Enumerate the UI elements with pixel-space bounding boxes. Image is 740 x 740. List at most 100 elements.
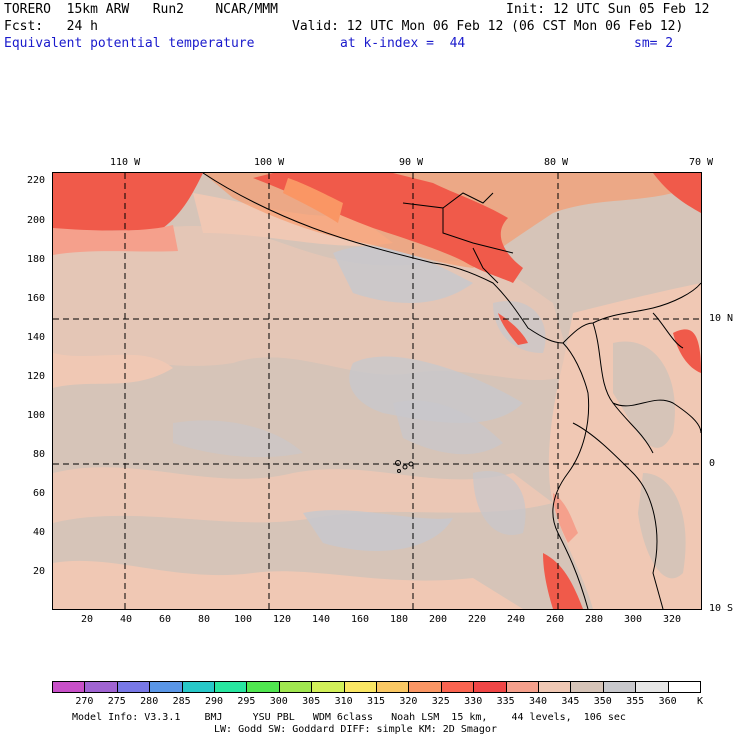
- field-patch: [393, 400, 503, 455]
- colorbar-label: 340: [528, 696, 548, 707]
- level-info: at k-index = 44: [340, 36, 466, 51]
- y-tick: 140: [26, 332, 45, 343]
- y-tick: 160: [26, 293, 45, 304]
- border: [442, 192, 494, 209]
- colorbar-label: 315: [366, 696, 386, 707]
- lon-label: 90 W: [399, 157, 424, 168]
- colorbar-label: 310: [334, 696, 353, 707]
- x-tick: 240: [507, 614, 526, 625]
- colorbar-swatch: [343, 681, 377, 693]
- galapagos-island: [397, 469, 401, 473]
- smoothing-info: sm= 2: [634, 36, 674, 51]
- colorbar-label: 285: [172, 696, 191, 707]
- y-tick: 40: [32, 527, 45, 538]
- colorbar-swatch: [278, 681, 313, 693]
- x-tick: 120: [273, 614, 292, 625]
- field-patch: [333, 246, 473, 303]
- colorbar-label: 345: [561, 696, 580, 707]
- x-tick: 220: [468, 614, 487, 625]
- colorbar-swatch: [214, 681, 248, 693]
- field-patch: [493, 301, 546, 353]
- field-patch: [53, 353, 173, 388]
- lon-label: 110 W: [110, 157, 141, 168]
- field-high: [673, 329, 701, 373]
- colorbar-swatch: [570, 681, 604, 693]
- y-tick: 180: [26, 254, 45, 265]
- coastline: [552, 342, 590, 609]
- colorbar-swatch: [408, 681, 442, 693]
- y-tick: 60: [32, 488, 45, 499]
- colorbar-swatch: [116, 681, 151, 693]
- colorbar-swatch: [181, 681, 215, 693]
- x-tick: 20: [81, 614, 94, 625]
- field-patch: [303, 510, 453, 551]
- colorbar-label: 295: [237, 696, 256, 707]
- field-patch: [53, 467, 553, 523]
- colorbar-label: 300: [269, 696, 288, 707]
- colorbar-label: 330: [464, 696, 483, 707]
- x-tick: 200: [429, 614, 448, 625]
- field-high: [653, 173, 701, 213]
- y-tick: 220: [26, 175, 45, 186]
- lon-label: 100 W: [254, 157, 285, 168]
- init-time: Init: 12 UTC Sun 05 Feb 12: [506, 2, 710, 17]
- colorbar-swatch: [52, 681, 86, 693]
- lon-label: 80 W: [544, 157, 569, 168]
- graticule: [53, 173, 701, 609]
- colorbar-label: 360: [658, 696, 677, 707]
- lat-label: 0: [709, 458, 716, 469]
- border: [472, 247, 499, 284]
- colorbar-label: 280: [140, 696, 159, 707]
- lon-label: 70 W: [689, 157, 714, 168]
- colorbar-swatch: [602, 681, 637, 693]
- field-patch: [473, 471, 526, 535]
- colorbar-label: 320: [399, 696, 418, 707]
- model-title: TORERO 15km ARW Run2 NCAR/MMM: [4, 2, 278, 17]
- model-info: Model Info: V3.3.1 BMJ YSU PBL WDM 6clas…: [72, 712, 626, 723]
- colorbar-label: 275: [107, 696, 126, 707]
- colorbar-unit: K: [697, 696, 704, 707]
- colorbar-swatch: [538, 681, 572, 693]
- x-tick: 260: [546, 614, 565, 625]
- colorbar-label: 350: [593, 696, 612, 707]
- y-tick: 200: [26, 215, 45, 226]
- coastline: [202, 173, 701, 344]
- field-high: [53, 225, 178, 255]
- lat-label: 10 S: [709, 603, 734, 614]
- colorbar-swatch: [311, 681, 345, 693]
- physics-info: LW: Godd SW: Goddard DIFF: simple KM: 2D…: [214, 724, 497, 735]
- x-tick: 40: [120, 614, 133, 625]
- x-tick: 140: [312, 614, 331, 625]
- colorbar-label: 325: [431, 696, 450, 707]
- map-panel: [52, 172, 702, 610]
- x-tick: 320: [663, 614, 682, 625]
- y-tick: 100: [26, 410, 45, 421]
- colorbar-swatch: [149, 681, 183, 693]
- field-patch: [173, 420, 303, 458]
- field-high: [553, 493, 578, 543]
- colorbar-swatch: [376, 681, 410, 693]
- colorbar-label: 270: [75, 696, 94, 707]
- field-name: Equivalent potential temperature: [4, 36, 255, 51]
- x-tick: 300: [624, 614, 643, 625]
- galapagos-island: [402, 464, 408, 470]
- colorbar-label: 305: [302, 696, 321, 707]
- field-patch: [53, 560, 523, 609]
- field-high: [498, 313, 528, 345]
- colorbar-label: 290: [204, 696, 224, 707]
- field-patch: [349, 356, 523, 423]
- x-tick: 80: [198, 614, 211, 625]
- galapagos-island: [395, 460, 401, 466]
- border: [592, 322, 654, 454]
- colorbar-swatch: [505, 681, 539, 693]
- colorbar-swatch: [473, 681, 507, 693]
- forecast-hour: Fcst: 24 h: [4, 19, 98, 34]
- colorbar-swatch: [635, 681, 669, 693]
- colorbar-swatch: [84, 681, 118, 693]
- field-high: [543, 553, 583, 609]
- border: [402, 202, 514, 254]
- x-tick: 60: [159, 614, 172, 625]
- land-field: [613, 341, 675, 448]
- x-tick: 180: [390, 614, 409, 625]
- border: [572, 422, 664, 609]
